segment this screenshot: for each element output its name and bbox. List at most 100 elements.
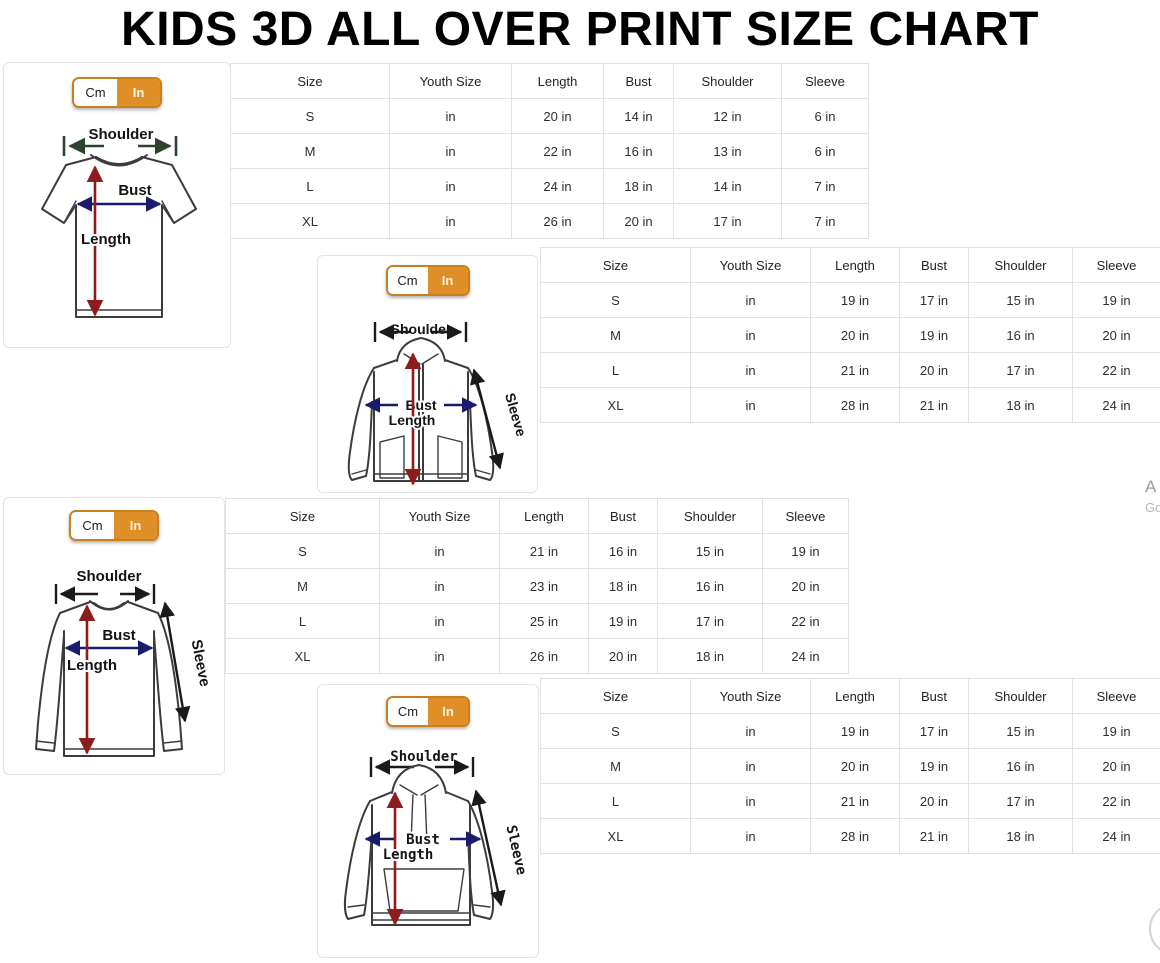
zip-hoodie-diagram: Shoulder Bust Length Sleeve xyxy=(347,319,532,486)
table-cell: 19 in xyxy=(762,533,849,569)
table-cell: 23 in xyxy=(499,568,589,604)
table-cell: 20 in xyxy=(810,317,900,353)
table-cell: 14 in xyxy=(673,168,782,204)
table-cell: 12 in xyxy=(673,98,782,134)
size-table-long-sleeve: Size Youth Size Length Bust Shoulder Sle… xyxy=(225,498,849,674)
table-cell: 20 in xyxy=(588,638,658,674)
size-table-hoodie: Size Youth Size Length Bust Shoulder Sle… xyxy=(540,678,1160,854)
edge-partial-text: A xyxy=(1145,477,1157,496)
unit-toggle: Cm In xyxy=(72,77,162,108)
length-label: Length xyxy=(67,657,117,674)
column-header: Youth Size xyxy=(690,247,811,283)
length-label: Length xyxy=(81,231,131,248)
shoulder-label: Shoulder xyxy=(76,568,141,585)
table-cell: 19 in xyxy=(899,748,969,784)
table-cell: 6 in xyxy=(781,133,869,169)
table-cell: 22 in xyxy=(511,133,604,169)
table-cell: 17 in xyxy=(899,282,969,318)
table-cell: 20 in xyxy=(603,203,674,239)
hoodie-diagram-panel: Cm In Shoulder Bust Length xyxy=(317,684,539,958)
table-cell: 20 in xyxy=(762,568,849,604)
bust-label: Bust xyxy=(102,627,135,644)
table-cell: 17 in xyxy=(968,783,1073,819)
table-cell: 17 in xyxy=(968,352,1073,388)
bust-label: Bust xyxy=(118,182,151,199)
table-cell: M xyxy=(540,317,691,353)
table-cell: 21 in xyxy=(810,352,900,388)
table-cell: 22 in xyxy=(1072,783,1160,819)
column-header: Shoulder xyxy=(673,63,782,99)
table-cell: S xyxy=(540,282,691,318)
table-cell: 16 in xyxy=(968,317,1073,353)
table-cell: 18 in xyxy=(588,568,658,604)
table-row: XL in 28 in 21 in 18 in 24 in xyxy=(540,818,1160,854)
table-cell: in xyxy=(379,533,500,569)
in-button[interactable]: In xyxy=(428,698,468,725)
table-cell: in xyxy=(389,203,512,239)
table-cell: 21 in xyxy=(499,533,589,569)
tshirt-outline xyxy=(41,154,197,318)
in-button[interactable]: In xyxy=(117,79,160,106)
cm-button[interactable]: Cm xyxy=(387,267,428,294)
cm-button[interactable]: Cm xyxy=(71,512,114,539)
unit-toggle: Cm In xyxy=(385,265,470,296)
sleeve-arrow xyxy=(471,789,506,907)
table-cell: in xyxy=(690,713,811,749)
in-button[interactable]: In xyxy=(114,512,157,539)
table-cell: 18 in xyxy=(603,168,674,204)
table-cell: 20 in xyxy=(899,783,969,819)
table-cell: 17 in xyxy=(657,603,763,639)
table-cell: 15 in xyxy=(657,533,763,569)
table-cell: in xyxy=(389,168,512,204)
long-sleeve-diagram: Shoulder Bust Length Sleeve xyxy=(35,566,215,757)
table-cell: in xyxy=(690,282,811,318)
long-sleeve-outline xyxy=(35,600,183,757)
table-cell: 24 in xyxy=(1072,387,1160,423)
column-header: Sleeve xyxy=(1072,247,1160,283)
table-cell: 21 in xyxy=(899,387,969,423)
table-cell: 20 in xyxy=(810,748,900,784)
shoulder-arrow xyxy=(54,584,156,604)
shoulder-label: Shoulder xyxy=(391,321,452,337)
shoulder-arrow xyxy=(369,757,475,777)
table-cell: 26 in xyxy=(511,203,604,239)
unit-toggle: Cm In xyxy=(386,696,470,727)
column-header: Sleeve xyxy=(781,63,869,99)
column-header: Shoulder xyxy=(657,498,763,534)
tshirt-diagram: Shoulder Bust Length xyxy=(41,124,197,318)
table-cell: 18 in xyxy=(657,638,763,674)
table-cell: 20 in xyxy=(511,98,604,134)
cm-button[interactable]: Cm xyxy=(74,79,117,106)
table-cell: XL xyxy=(225,638,380,674)
column-header: Length xyxy=(810,678,900,714)
table-cell: 28 in xyxy=(810,818,900,854)
table-cell: 20 in xyxy=(1072,317,1160,353)
unit-toggle: Cm In xyxy=(69,510,159,541)
table-cell: 15 in xyxy=(968,282,1073,318)
in-button[interactable]: In xyxy=(427,267,468,294)
table-cell: 19 in xyxy=(1072,713,1160,749)
zip-hoodie-diagram-panel: Cm In Shoulder Bust Length xyxy=(317,255,538,493)
table-cell: 24 in xyxy=(511,168,604,204)
table-cell: 24 in xyxy=(1072,818,1160,854)
table-header-row: Size Youth Size Length Bust Shoulder Sle… xyxy=(230,63,869,99)
column-header: Length xyxy=(499,498,589,534)
table-cell: S xyxy=(230,98,390,134)
table-cell: in xyxy=(389,133,512,169)
table-row: XL in 26 in 20 in 18 in 24 in xyxy=(225,638,849,674)
column-header: Bust xyxy=(899,247,969,283)
table-cell: 24 in xyxy=(762,638,849,674)
shoulder-arrow xyxy=(62,136,178,156)
table-cell: 17 in xyxy=(899,713,969,749)
length-label: Length xyxy=(383,847,434,863)
cm-button[interactable]: Cm xyxy=(388,698,428,725)
column-header: Length xyxy=(511,63,604,99)
table-cell: 20 in xyxy=(899,352,969,388)
sleeve-label: Sleeve xyxy=(502,824,529,877)
